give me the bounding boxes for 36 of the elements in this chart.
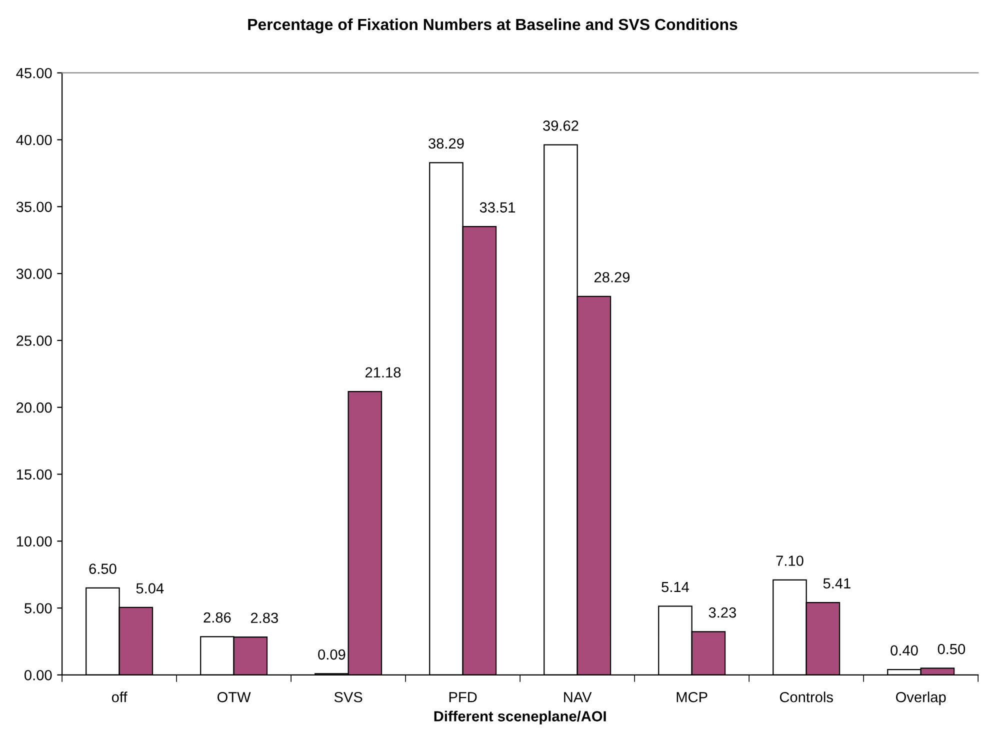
data-label: 33.51 — [480, 202, 516, 213]
y-tick-label: 15.00 — [16, 469, 52, 480]
x-tick-label: off — [112, 692, 128, 702]
chart-title: Percentage of Fixation Numbers at Baseline and SVS Conditions — [248, 18, 738, 34]
data-label: 5.14 — [662, 582, 689, 592]
data-label: 5.41 — [823, 578, 850, 589]
data-label: 2.83 — [250, 612, 278, 624]
y-tick-label: 35.00 — [16, 202, 52, 212]
data-label: 21.18 — [365, 367, 401, 378]
data-label: 0.09 — [318, 649, 346, 660]
y-tick-label: 10.00 — [16, 536, 52, 547]
data-label: 7.10 — [776, 556, 804, 566]
data-label: 5.04 — [136, 583, 164, 594]
x-tick-label: SVS — [334, 692, 362, 702]
y-tick-label: 0.00 — [24, 670, 52, 680]
x-tick-label: NAV — [564, 692, 592, 702]
x-tick-label: Controls — [780, 692, 833, 702]
data-label: 0.40 — [890, 645, 918, 656]
data-label: 28.29 — [594, 272, 630, 282]
x-axis-title: Different sceneplane/AOI — [434, 710, 606, 724]
y-tick-label: 25.00 — [16, 336, 52, 346]
data-label: 2.86 — [204, 612, 231, 623]
x-tick-label: MCP — [676, 692, 708, 702]
y-tick-label: 45.00 — [16, 68, 52, 78]
x-tick-label: OTW — [217, 692, 251, 702]
data-label: 0.50 — [938, 644, 966, 654]
data-label: 39.62 — [543, 120, 578, 131]
y-tick-label: 5.00 — [24, 603, 52, 614]
data-label: 6.50 — [89, 564, 116, 574]
data-label: 3.23 — [708, 607, 736, 618]
x-tick-label: Overlap — [896, 692, 946, 706]
x-tick-label: PFD — [449, 692, 477, 702]
y-tick-label: 30.00 — [16, 268, 52, 279]
y-tick-label: 40.00 — [16, 134, 52, 146]
data-label: 38.29 — [428, 138, 464, 149]
y-tick-label: 20.00 — [16, 402, 52, 413]
